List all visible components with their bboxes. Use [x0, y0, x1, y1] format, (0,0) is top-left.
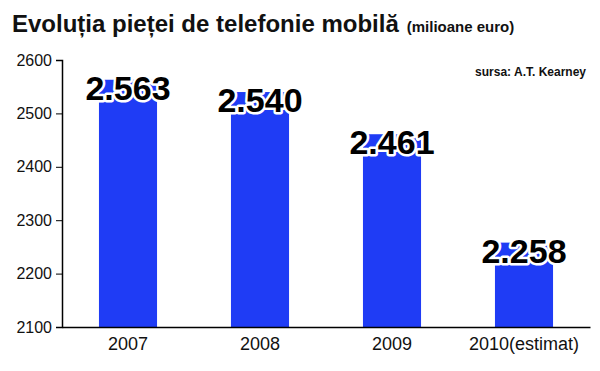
y-tick: 2200 [16, 265, 62, 282]
chart-container: Evoluția pieței de telefonie mobilă (mili… [0, 0, 600, 371]
y-tick-label: 2300 [16, 212, 52, 229]
subtitle: (milioane euro) [407, 18, 515, 35]
x-tick: 2008 [240, 327, 280, 354]
source-note: sursa: A.T. Kearney [475, 65, 586, 79]
y-tick-mark [56, 220, 62, 221]
bar [363, 134, 421, 327]
y-tick: 2600 [16, 52, 62, 69]
x-tick-label: 2009 [372, 334, 412, 354]
y-tick: 2400 [16, 158, 62, 175]
x-tick-label: 2008 [240, 334, 280, 354]
y-tick-label: 2100 [16, 319, 52, 336]
y-tick: 2300 [16, 212, 62, 229]
y-axis: 2100 2200 2300 2400 2500 2600 [16, 52, 62, 336]
x-axis: 2007 2008 2009 2010(estimat) [63, 327, 591, 354]
y-tick-label: 2200 [16, 265, 52, 282]
title-group: Evoluția pieței de telefonie mobilă (mili… [12, 10, 514, 38]
y-tick-mark [56, 327, 62, 328]
title: Evoluția pieței de telefonie mobilă [12, 10, 399, 38]
x-tick: 2010(estimat) [469, 327, 579, 354]
data-label: 2.258 [481, 232, 566, 270]
y-tick-mark [56, 113, 62, 114]
y-tick-mark [56, 167, 62, 168]
x-tick: 2007 [108, 327, 148, 354]
data-labels: 2.563 2.540 2.461 2.258 [85, 69, 566, 270]
y-tick: 2500 [16, 105, 62, 122]
x-tick: 2009 [372, 327, 412, 354]
y-tick-label: 2600 [16, 52, 52, 69]
y-axis-line [56, 61, 63, 328]
y-tick-label: 2400 [16, 158, 52, 175]
data-label: 2.540 [217, 81, 302, 119]
data-label: 2.563 [85, 69, 170, 107]
bar [231, 92, 289, 327]
data-label: 2.461 [349, 123, 434, 161]
y-tick-mark [56, 274, 62, 275]
bar [99, 80, 157, 327]
chart-svg: Evoluția pieței de telefonie mobilă (mili… [0, 0, 600, 371]
y-tick: 2100 [16, 319, 62, 336]
bars [99, 80, 553, 327]
x-tick-label: 2010(estimat) [469, 334, 579, 354]
x-tick-label: 2007 [108, 334, 148, 354]
y-tick-mark [56, 60, 62, 61]
y-tick-label: 2500 [16, 105, 52, 122]
x-axis-line [63, 327, 591, 329]
